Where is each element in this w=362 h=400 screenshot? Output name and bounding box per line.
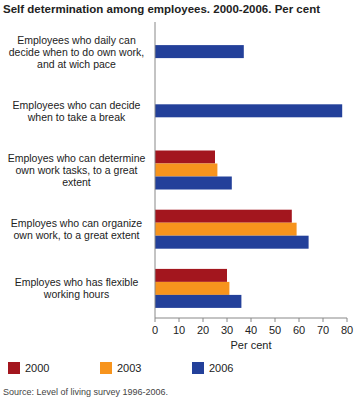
- tick-label: 30: [221, 324, 233, 336]
- legend-label: 2006: [209, 362, 233, 374]
- bar: [155, 177, 232, 190]
- bar: [155, 104, 342, 117]
- tick: [299, 318, 300, 322]
- legend-label: 2003: [117, 362, 141, 374]
- tick-label: 0: [152, 324, 158, 336]
- tick-label: 50: [269, 324, 281, 336]
- tick: [323, 318, 324, 322]
- bar: [155, 269, 227, 282]
- tick: [155, 318, 156, 322]
- bar: [155, 164, 217, 177]
- tick: [347, 318, 348, 322]
- bar: [155, 45, 244, 58]
- tick-label: 60: [293, 324, 305, 336]
- tick: [203, 318, 204, 322]
- tick-label: 20: [197, 324, 209, 336]
- title: Self determination among employees. 2000…: [3, 3, 320, 15]
- bar: [155, 223, 297, 236]
- category-label: Employees who can decide when to take a …: [4, 99, 149, 123]
- chart: Self determination among employees. 2000…: [0, 0, 362, 400]
- tick: [179, 318, 180, 322]
- bar: [155, 282, 229, 295]
- legend-swatch: [8, 362, 20, 374]
- legend-swatch: [192, 362, 204, 374]
- y-axis-line: [155, 22, 156, 318]
- x-axis-label: Per cent: [231, 339, 272, 351]
- legend-swatch: [100, 362, 112, 374]
- legend-label: 2000: [25, 362, 49, 374]
- category-label: Employes who has flexible working hours: [4, 276, 149, 300]
- tick: [227, 318, 228, 322]
- bar: [155, 151, 215, 164]
- source: Source: Level of living survey 1996-2006…: [3, 387, 168, 397]
- tick: [275, 318, 276, 322]
- tick-label: 70: [317, 324, 329, 336]
- category-label: Employees who daily can decide when to d…: [4, 34, 149, 70]
- bar: [155, 210, 292, 223]
- tick-label: 10: [173, 324, 185, 336]
- bars: [155, 45, 342, 308]
- category-label: Employes who can organize own work, to a…: [4, 217, 149, 241]
- bar: [155, 295, 241, 308]
- tick-label: 40: [245, 324, 257, 336]
- tick: [251, 318, 252, 322]
- tick-label: 80: [341, 324, 353, 336]
- category-label: Employes who can determine own work task…: [4, 152, 149, 188]
- bar: [155, 236, 309, 249]
